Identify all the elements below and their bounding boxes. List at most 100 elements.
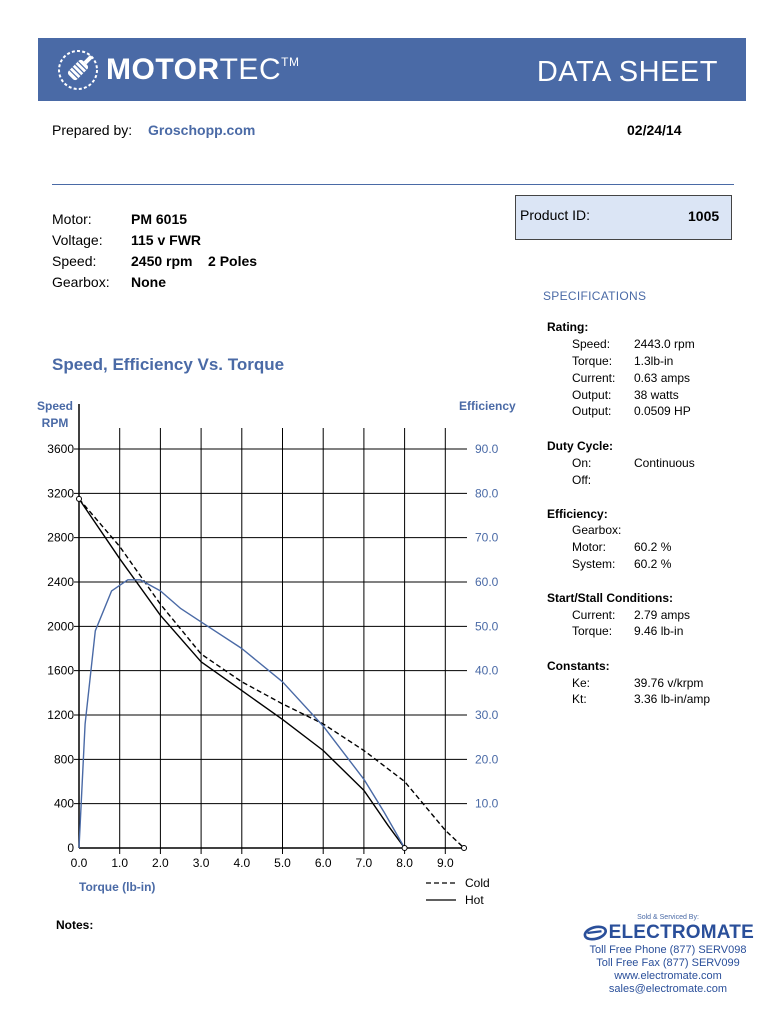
motor-value: PM 6015 [131,211,188,227]
electromate-logo: ELECTROMATE [582,922,754,944]
efficiency-motor-label: Motor: [572,540,607,554]
y-left-tick-0: 0 [67,841,74,855]
legend-label-hot: Hot [465,893,484,907]
prepared-by-link[interactable]: Groschopp.com [148,122,256,138]
x-tick-0.0: 0.0 [71,856,88,870]
brand-bold: MOTOR [106,53,220,86]
email-link[interactable]: sales@electromate.com [608,983,728,995]
motor-label: Motor: [52,211,92,227]
y-right-tick-40.0: 40.0 [475,664,499,678]
page-title: DATA SHEET [536,56,718,88]
speed-label: Speed: [52,253,97,269]
efficiency-heading: Efficiency: [547,507,608,521]
y-right-tick-60.0: 60.0 [475,575,499,589]
no-load-marker [76,495,82,502]
product-id-label: Product ID: [520,207,591,223]
y-right-tick-10.0: 10.0 [475,797,499,811]
voltage-value: 115 v FWR [131,232,202,248]
x-tick-2.0: 2.0 [152,856,169,870]
legend-label-cold: Cold [465,876,490,890]
x-tick-7.0: 7.0 [356,856,373,870]
y-right-axis-title: Efficiency [459,399,516,413]
sheet-date: 02/24/14 [627,122,682,138]
notes-label: Notes: [56,918,94,932]
speed-value: 2450 rpm 2 Poles [131,253,258,269]
x-tick-1.0: 1.0 [111,856,128,870]
x-tick-8.0: 8.0 [396,856,413,870]
electromate-name: ELECTROMATE [608,922,754,943]
constant-ke-value: 39.76 v/krpm [634,676,704,690]
series-line-cold [78,498,465,849]
efficiency-motor-value: 60.2 % [634,540,672,554]
y-left-tick-1600: 1600 [47,664,74,678]
x-tick-9.0: 9.0 [437,856,454,870]
product-id-box [515,195,732,240]
stall-torque-label: Torque: [572,624,613,638]
constant-ke-label: Ke: [572,676,591,690]
gearbox-value: None [131,274,166,290]
rating-current-value: 0.63 amps [634,371,691,385]
prepared-by-label: Prepared by: [52,122,133,138]
specifications-title: SPECIFICATIONS [543,289,647,303]
toll-free-phone: Toll Free Phone (877) SERV098 [589,944,747,956]
product-id-value: 1005 [688,208,720,224]
electromate-swoosh-icon [583,925,608,941]
rating-speed-value: 2443.0 rpm [634,337,695,351]
duty-on-label: On: [572,456,592,470]
y-right-tick-80.0: 80.0 [475,486,499,500]
hot-stall-marker [401,845,408,851]
y-left-tick-3600: 3600 [47,442,74,456]
y-right-tick-50.0: 50.0 [475,619,499,633]
constant-kt-value: 3.36 lb-in/amp [634,692,711,706]
constant-kt-label: Kt: [572,692,587,706]
y-left-axis-title-1: Speed [37,399,73,413]
chart-title: Speed, Efficiency Vs. Torque [52,355,285,374]
series-line-hot [78,498,406,849]
website-link[interactable]: www.electromate.com [614,970,722,982]
rating-heading: Rating: [547,320,589,334]
x-tick-5.0: 5.0 [274,856,291,870]
rating-torque-label: Torque: [572,354,613,368]
chart-axes [78,404,466,849]
sold-by-label: Sold & Serviced By: [637,914,699,921]
motortec-logo: MOTORTECTM [56,44,299,96]
efficiency-gearbox-label: Gearbox: [572,523,622,537]
y-right-tick-70.0: 70.0 [475,531,499,545]
brand-light: TEC [219,53,282,86]
y-right-tick-30.0: 30.0 [475,708,499,722]
y-left-tick-400: 400 [54,797,74,811]
y-left-axis-title-2: RPM [42,416,69,430]
chart-legend: Cold Hot [426,876,490,907]
rating-output-hp-label: Output: [572,404,612,418]
y-right-tick-90.0: 90.0 [475,442,499,456]
y-left-tick-3200: 3200 [47,486,74,500]
x-tick-6.0: 6.0 [315,856,332,870]
toll-free-fax: Toll Free Fax (877) SERV099 [596,957,740,969]
motor-logo-icon [58,50,98,90]
rating-current-label: Current: [572,371,616,385]
rating-speed-label: Speed: [572,337,611,351]
header-divider [52,184,734,185]
rating-output-watts-label: Output: [572,388,612,402]
duty-off-label: Off: [572,473,592,487]
header-banner [38,38,746,101]
trademark: TM [281,55,300,69]
duty-cycle-heading: Duty Cycle: [547,439,614,453]
chart-grid [74,428,467,854]
stall-torque-value: 9.46 lb-in [634,624,684,638]
x-tick-3.0: 3.0 [193,856,210,870]
speed-efficiency-torque-chart: 0 400 800 1200 1600 2000 2400 2800 3200 3600 10.0 2… [37,399,516,907]
efficiency-system-label: System: [572,557,616,571]
cold-stall-marker [461,845,468,851]
constants-heading: Constants: [547,659,610,673]
chart-series [76,495,468,851]
voltage-label: Voltage: [52,232,103,248]
rating-torque-value: 1.3lb-in [634,354,674,368]
series-line-efficiency [78,579,406,849]
electromate-footer: Sold & Serviced By: ELECTROMATE Toll Fre… [582,914,754,996]
chart-labels: 0 400 800 1200 1600 2000 2400 2800 3200 3600 10.0 2… [37,399,516,894]
y-left-tick-2000: 2000 [47,619,74,633]
y-right-tick-20.0: 20.0 [475,752,499,766]
duty-on-value: Continuous [634,456,695,470]
stall-heading: Start/Stall Conditions: [547,591,673,605]
